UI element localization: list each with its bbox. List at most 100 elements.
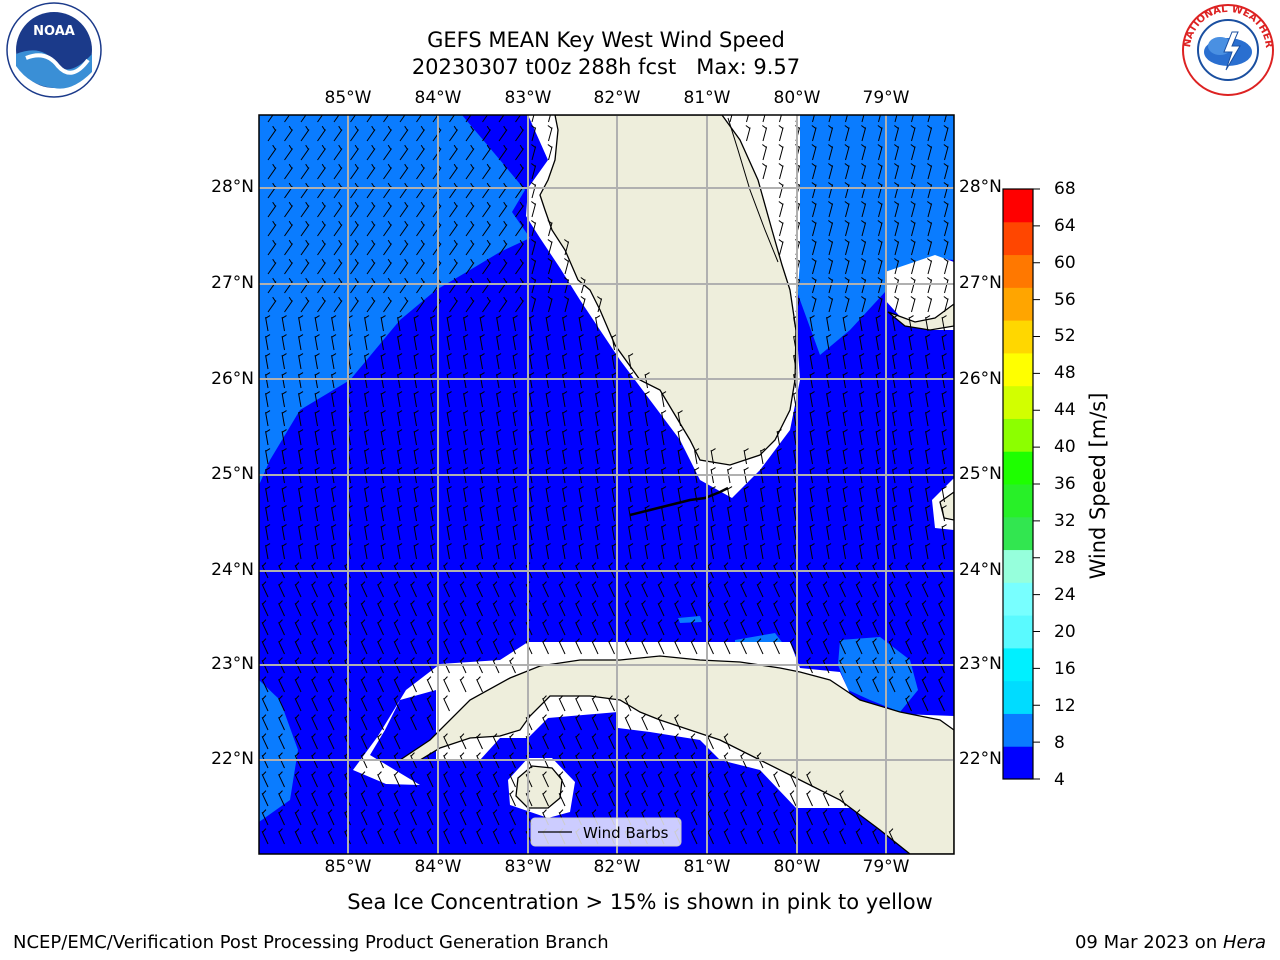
wind-barb: [740, 771, 747, 788]
wind-barb: [578, 524, 584, 541]
wind-barb: [360, 676, 368, 693]
wind-barb: [611, 486, 617, 503]
wind-barb: [910, 125, 916, 142]
wind-barb: [399, 239, 409, 256]
wind-barb: [265, 524, 271, 541]
wind-barb: [479, 353, 485, 370]
wind-barb: [446, 467, 452, 484]
wind-barb: [776, 524, 782, 541]
wind-barb: [595, 353, 601, 370]
wind-barb: [278, 676, 285, 693]
wind-barb: [941, 505, 947, 522]
colorbar-segment: [1003, 451, 1033, 485]
wind-barb: [476, 676, 483, 693]
wind-barb: [809, 543, 815, 560]
wind-barb: [877, 163, 883, 180]
wind-barb: [410, 809, 417, 826]
wind-barb: [284, 220, 293, 237]
wind-barb: [267, 125, 277, 142]
wind-barb: [545, 372, 551, 389]
wind-barb: [413, 505, 419, 522]
wind-barb: [941, 391, 947, 408]
wind-barb: [564, 258, 570, 275]
wind-barb: [281, 448, 287, 465]
wind-barb: [531, 201, 537, 218]
wind-barb: [278, 695, 285, 712]
wind-barb: [628, 448, 634, 465]
wind-barb: [261, 828, 269, 845]
wind-barb: [773, 638, 780, 655]
wind-barb: [459, 581, 467, 598]
wind-barb: [366, 239, 376, 256]
wind-barb: [822, 600, 830, 617]
wind-barb: [877, 125, 883, 142]
wind-barb: [624, 771, 632, 788]
colorbar-tick: 64: [1054, 216, 1076, 236]
wind-barb: [855, 581, 863, 598]
wind-barb: [364, 372, 370, 389]
wind-barb: [674, 600, 681, 617]
wind-barb: [449, 258, 458, 275]
wind-barb: [327, 695, 335, 712]
wind-barb: [624, 790, 632, 807]
wind-barb: [261, 657, 269, 674]
wind-barb: [350, 239, 359, 256]
wind-barb: [657, 790, 665, 807]
wind-barb: [861, 239, 867, 256]
wind-barb: [575, 771, 582, 788]
wind-barb: [707, 638, 714, 655]
wind-barb: [624, 581, 632, 598]
wind-barb: [925, 391, 931, 408]
wind-barb: [875, 505, 881, 522]
svg-text:NOAA: NOAA: [33, 24, 75, 39]
bahamas-land: [887, 303, 954, 331]
wind-barb: [327, 638, 335, 655]
wind-barb: [859, 334, 865, 351]
wind-barb: [284, 201, 293, 218]
wind-barb: [364, 543, 370, 560]
wind-barb: [443, 695, 450, 712]
wind-barb: [910, 182, 916, 199]
wind-barb: [861, 201, 867, 218]
colorbar-segment: [1003, 680, 1033, 714]
wind-barb: [377, 657, 384, 674]
wind-barb: [265, 467, 271, 484]
wind-barb: [446, 429, 452, 446]
wind-barb: [397, 372, 403, 389]
wind-barb: [331, 372, 337, 389]
wind-barb: [861, 125, 867, 142]
wind-barb: [826, 524, 832, 541]
wind-barb: [531, 277, 537, 294]
wind-barb: [908, 524, 914, 541]
wind-barb: [311, 676, 318, 693]
wind-barb: [267, 163, 277, 180]
wind-barb: [941, 429, 947, 446]
wind-barb: [776, 486, 782, 503]
wind-barb: [426, 828, 434, 845]
wind-barb: [828, 296, 834, 313]
wind-barb: [690, 752, 698, 769]
wind-barb: [826, 391, 832, 408]
wind-barb: [492, 771, 500, 788]
wind-barb: [463, 334, 469, 351]
wind-barb: [855, 619, 863, 636]
wind-barb: [397, 505, 403, 522]
colorbar-tick: 12: [1054, 696, 1076, 716]
wind-barb: [842, 467, 848, 484]
wind-barb: [578, 429, 584, 446]
wind-barb: [547, 125, 553, 142]
wind-barb: [905, 638, 912, 655]
wind-barb: [690, 600, 698, 617]
wind-barb: [380, 334, 386, 351]
ocean-speed-8-12-dot: [678, 616, 702, 623]
wind-barb: [465, 201, 475, 218]
wind-barb: [789, 600, 797, 617]
wind-barb: [496, 505, 502, 522]
wind-barb: [393, 657, 401, 674]
colorbar-tick: 56: [1054, 290, 1076, 310]
wind-barb: [331, 486, 337, 503]
wind-barb: [397, 486, 403, 503]
wind-barb: [905, 657, 912, 674]
wind-barb: [611, 372, 617, 389]
wind-barb: [531, 296, 537, 313]
